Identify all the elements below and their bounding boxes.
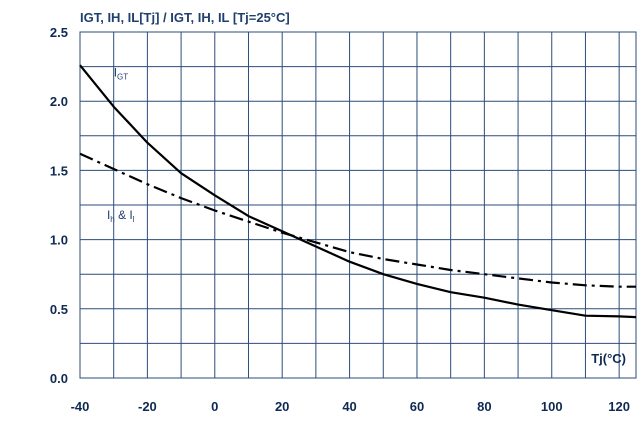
grid — [79, 31, 637, 379]
x-tick-label: 20 — [275, 399, 289, 414]
x-tick-label: -40 — [71, 399, 90, 414]
x-tick-label: 120 — [608, 399, 630, 414]
x-tick-label: 40 — [342, 399, 356, 414]
annotations: IGT Ih & Il — [107, 65, 135, 224]
y-tick-label: 2.5 — [50, 25, 68, 40]
y-tick-label: 0.0 — [50, 371, 68, 386]
series-lines — [79, 64, 637, 319]
x-tick-label: 100 — [541, 399, 563, 414]
x-axis-label-group: Tj(°C) — [591, 351, 626, 366]
chart-title: IGT, IH, IL[Tj] / IGT, IH, IL [Tj=25°C] — [80, 10, 290, 25]
y-tick-label: 0.5 — [50, 302, 68, 317]
y-tick-label: 2.0 — [50, 94, 68, 109]
ih-il-series-line — [79, 152, 636, 288]
x-tick-label: 80 — [477, 399, 491, 414]
y-tick-labels: 0.0 0.5 1.0 1.5 2.0 2.5 — [50, 25, 68, 386]
plot-frame — [79, 31, 637, 379]
x-tick-label: -20 — [138, 399, 157, 414]
x-axis-label: Tj(°C) — [591, 351, 626, 366]
ih-il-series-label: Ih & Il — [107, 208, 135, 224]
x-tick-label: 60 — [410, 399, 424, 414]
x-tick-label: 0 — [211, 399, 218, 414]
y-tick-label: 1.0 — [50, 233, 68, 248]
x-tick-labels: -40 -20 0 20 40 60 80 100 120 — [71, 399, 630, 414]
y-tick-label: 1.5 — [50, 163, 68, 178]
igt-series-line — [79, 64, 637, 319]
igt-series-label: IGT — [114, 65, 129, 81]
